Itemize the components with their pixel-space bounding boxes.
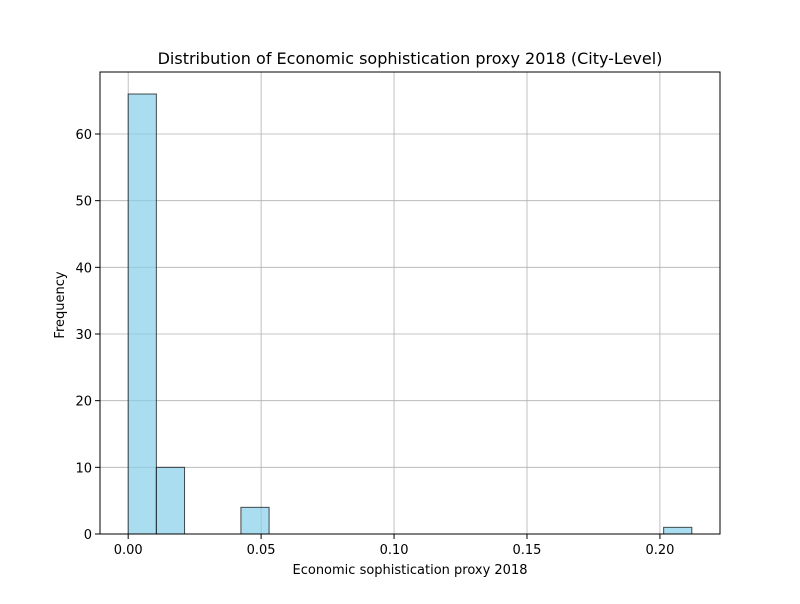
x-tick-label: 0.00 xyxy=(114,543,143,558)
histogram-bar xyxy=(127,93,157,535)
y-tick-label: 40 xyxy=(75,261,92,276)
grid-layer xyxy=(100,72,720,535)
y-tick-label: 50 xyxy=(75,195,92,210)
y-tick-label: 10 xyxy=(75,461,92,476)
chart-title: Distribution of Economic sophistication … xyxy=(158,49,663,68)
y-axis-title: Frequency xyxy=(53,271,68,338)
histogram-bar xyxy=(155,466,186,535)
bars-layer xyxy=(127,93,693,535)
y-tick-label: 30 xyxy=(75,328,92,343)
x-tick-label: 0.20 xyxy=(645,543,674,558)
x-tick-label: 0.05 xyxy=(247,543,276,558)
y-tick-label: 20 xyxy=(75,395,92,410)
y-tick-label: 60 xyxy=(75,128,92,143)
x-tick-label: 0.15 xyxy=(513,543,542,558)
y-ticks: 0 10 20 30 40 50 60 xyxy=(75,128,100,543)
plot-frame xyxy=(99,71,721,535)
x-ticks: 0.00 0.05 0.10 0.15 0.20 xyxy=(114,534,674,558)
histogram-bar xyxy=(240,506,270,535)
histogram-bar xyxy=(663,526,693,535)
x-axis-title: Economic sophistication proxy 2018 xyxy=(293,563,528,578)
x-tick-label: 0.10 xyxy=(380,543,409,558)
y-tick-label: 0 xyxy=(84,528,92,543)
